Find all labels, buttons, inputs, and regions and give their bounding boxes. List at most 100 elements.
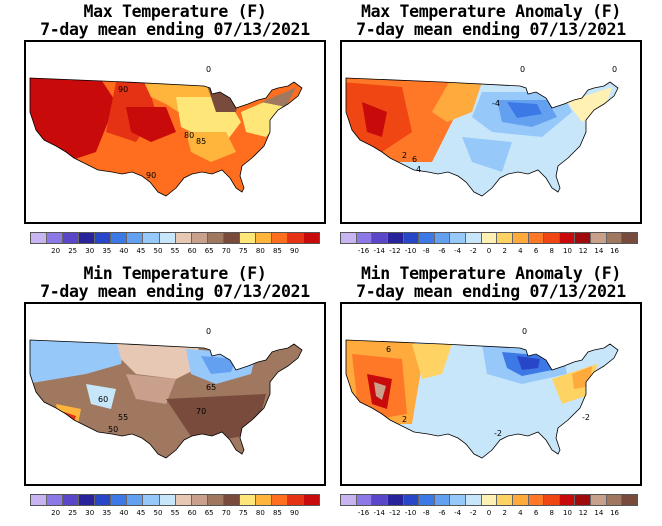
colorbar-tick-label: -4 — [454, 509, 462, 517]
colorbar-swatch — [288, 495, 305, 505]
colorbar-swatch — [591, 495, 607, 505]
colorbar-swatch — [591, 233, 607, 243]
colorbar-tick-label: 85 — [272, 509, 282, 517]
colorbar-swatch — [159, 495, 176, 505]
colorbar-swatch — [403, 495, 420, 505]
colorbar — [340, 232, 638, 244]
colorbar-tick-label: 14 — [594, 247, 604, 255]
colorbar-tick-label: 70 — [221, 509, 231, 517]
colorbar-tick-label — [622, 247, 638, 256]
colorbar-ticks: 20 25 30 35 40 45 50 55 60 65 70 75 80 85 90 — [30, 247, 320, 256]
colorbar-ticks: -16 -14 -12 -10 -8 -6 -4 -2 0 2 4 6 8 10 12 14 16 — [340, 509, 638, 518]
colorbar-tick-label: 35 — [102, 247, 112, 255]
map-label: 2 — [402, 415, 407, 424]
colorbar-swatch — [419, 495, 435, 505]
colorbar — [30, 232, 320, 244]
panel-title-line2: 7-day mean ending 07/13/2021 — [356, 20, 626, 39]
colorbar — [340, 494, 638, 506]
colorbar-tick-label: 45 — [136, 247, 146, 255]
colorbar-swatch — [47, 233, 64, 243]
panel-title-line1: Min Temperature Anomaly (F) — [360, 264, 622, 283]
colorbar-swatch — [271, 233, 288, 243]
colorbar-swatch — [223, 495, 240, 505]
colorbar-tick-label: 85 — [272, 247, 282, 255]
colorbar-tick-label: 70 — [221, 247, 231, 255]
colorbar-tick-label: 12 — [578, 509, 588, 517]
map-label: 90 — [146, 171, 156, 180]
colorbar-swatch — [111, 495, 128, 505]
map-label: 0 — [522, 327, 527, 336]
colorbar-swatch — [528, 233, 545, 243]
map-label: 90 — [118, 85, 128, 94]
colorbar-tick-label: 30 — [85, 509, 95, 517]
colorbar-swatch — [31, 233, 48, 243]
colorbar-tick-label — [303, 509, 320, 518]
colorbar-swatch — [304, 495, 320, 505]
colorbar-tick-label: -12 — [389, 247, 401, 255]
colorbar-tick-label: 40 — [119, 247, 129, 255]
colorbar-tick-label: 10 — [563, 509, 572, 517]
colorbar-tick-label: -6 — [438, 247, 446, 255]
panel-title-line2: 7-day mean ending 07/13/2021 — [356, 282, 626, 301]
colorbar-swatch — [606, 495, 623, 505]
colorbar-tick-label: 80 — [255, 509, 265, 517]
colorbar-tick-label: 65 — [204, 247, 214, 255]
colorbar-tick-label: -16 — [357, 509, 370, 517]
panel-min-temperature-anomaly: Min Temperature Anomaly (F) 7-day mean e… — [338, 262, 644, 526]
colorbar-tick-label — [30, 247, 47, 256]
colorbar-swatch — [31, 495, 48, 505]
colorbar-swatch — [223, 233, 240, 243]
colorbar-swatch — [419, 233, 435, 243]
panel-title-line1: Max Temperature Anomaly (F) — [360, 2, 622, 21]
colorbar-tick-label: 75 — [238, 247, 248, 255]
colorbar-swatch — [175, 495, 192, 505]
colorbar-swatch — [191, 233, 208, 243]
map-label: 80 — [184, 131, 194, 140]
colorbar-tick-label: -12 — [389, 509, 401, 517]
colorbar-swatch — [434, 233, 451, 243]
map-label: 4 — [416, 165, 421, 174]
colorbar-tick-label: -10 — [404, 509, 417, 517]
colorbar-tick-label — [303, 247, 320, 256]
panel-min-temperature: Min Temperature (F) 7-day mean ending 07… — [22, 262, 328, 526]
colorbar-swatch — [450, 233, 466, 243]
colorbar-swatch — [207, 495, 224, 505]
colorbar-swatch — [341, 495, 357, 505]
colorbar-swatch — [512, 233, 529, 243]
map-label: 0 — [206, 327, 211, 336]
colorbar-tick-label: 2 — [502, 509, 507, 517]
map-label: 6 — [386, 345, 391, 354]
colorbar-swatch — [403, 233, 420, 243]
colorbar-swatch — [63, 233, 80, 243]
colorbar-tick-label: 4 — [518, 247, 523, 255]
colorbar-swatch — [239, 495, 256, 505]
colorbar-swatch — [304, 233, 320, 243]
colorbar-swatch — [481, 495, 498, 505]
colorbar-swatch — [47, 495, 64, 505]
colorbar-swatch — [575, 233, 591, 243]
colorbar-tick-label: 10 — [563, 247, 572, 255]
colorbar-tick-label: -4 — [454, 247, 462, 255]
colorbar-swatch — [544, 233, 560, 243]
max-temperature-map: 90 80 85 90 0 — [24, 40, 326, 224]
colorbar-tick-label: -8 — [422, 509, 430, 517]
colorbar-swatch — [288, 233, 305, 243]
colorbar-swatch — [127, 495, 144, 505]
colorbar-tick-label: 50 — [153, 247, 163, 255]
colorbar-swatch — [207, 233, 224, 243]
colorbar-tick-label: -14 — [373, 509, 385, 517]
colorbar-tick-label: 80 — [255, 247, 265, 255]
colorbar-swatch — [271, 495, 288, 505]
colorbar-tick-label: 25 — [68, 247, 78, 255]
colorbar-tick-label: -16 — [357, 247, 370, 255]
map-label: 55 — [118, 413, 128, 422]
max-temperature-anomaly-map: 0 -4 2 6 4 0 — [340, 40, 642, 224]
colorbar-swatch — [127, 233, 144, 243]
map-label: 60 — [98, 395, 108, 404]
colorbar-tick-label — [340, 247, 356, 256]
colorbar-swatch — [255, 495, 272, 505]
colorbar-swatch — [497, 495, 513, 505]
colorbar-tick-label: -2 — [469, 509, 477, 517]
colorbar-swatch — [575, 495, 591, 505]
colorbar-swatch — [622, 233, 637, 243]
